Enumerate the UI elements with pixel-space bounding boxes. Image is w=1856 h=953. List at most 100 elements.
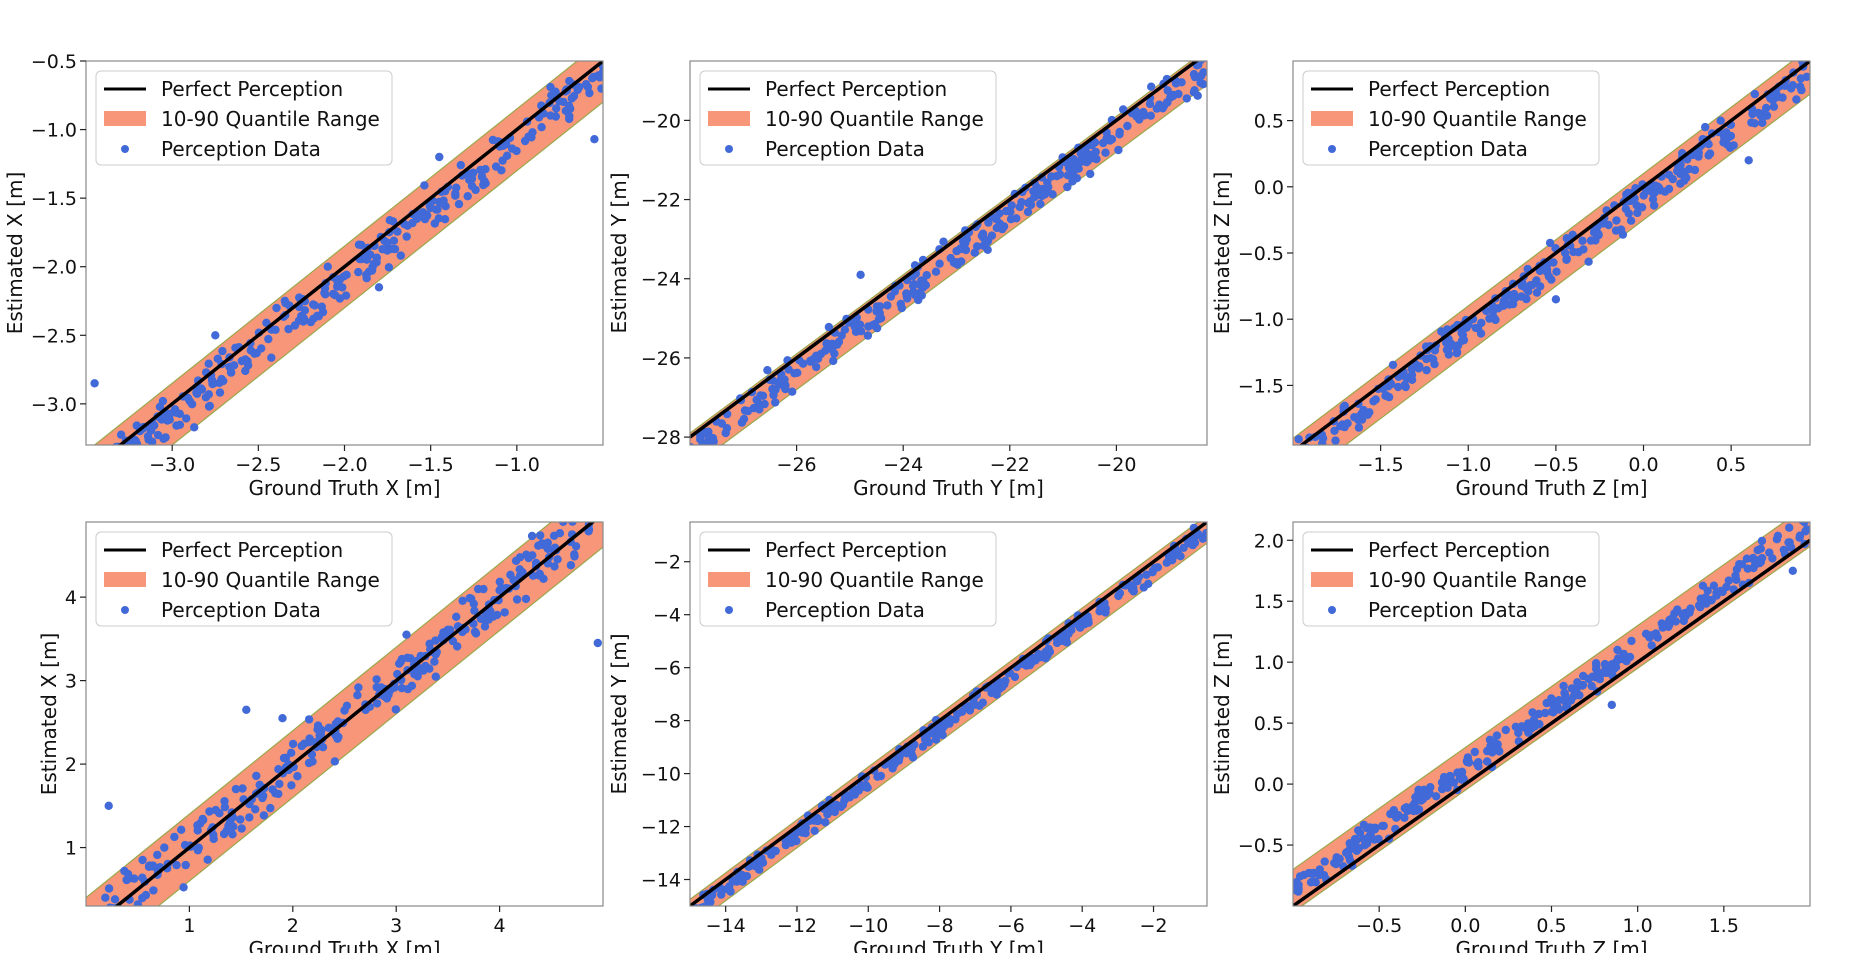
data-point (1409, 806, 1418, 816)
data-point (691, 452, 699, 460)
data-point (1407, 375, 1417, 384)
data-point (688, 908, 696, 916)
data-point (1457, 775, 1466, 784)
data-point (1338, 420, 1347, 429)
y-tick-label: −0.5 (31, 51, 77, 73)
quantile-lower-edge (717, 542, 1207, 906)
data-point (431, 672, 440, 681)
data-point (686, 912, 694, 920)
data-point (1785, 523, 1794, 532)
subplot-3: −1.5 −1.0 −0.5 0.0 0.5 −1.5 −1.0 −0.5 0.0 0.5 Grou… (1210, 60, 1811, 500)
data-point (391, 705, 400, 714)
data-point (1199, 80, 1207, 89)
data-point (1750, 119, 1759, 128)
data-point (863, 331, 873, 340)
data-point (956, 244, 965, 253)
data-point (153, 850, 162, 860)
data-point (385, 216, 394, 225)
x-tick-label: −2.0 (321, 454, 367, 476)
data-point (1012, 214, 1021, 223)
data-point (281, 299, 290, 308)
data-point (760, 399, 769, 409)
data-point (894, 756, 903, 765)
data-point (1023, 207, 1033, 217)
data-point (550, 562, 559, 571)
x-tick-label: −0.5 (1356, 915, 1402, 937)
data-point (1743, 564, 1753, 573)
data-point (1422, 366, 1431, 375)
data-point (863, 783, 872, 792)
data-point (1607, 700, 1617, 710)
data-point (1354, 415, 1363, 425)
data-point (175, 409, 184, 418)
data-point (1624, 209, 1634, 218)
data-point (1584, 257, 1593, 266)
data-point (354, 267, 363, 277)
legend-box (699, 531, 997, 627)
data-point (1114, 145, 1123, 155)
x-tick-label: 2 (287, 915, 299, 937)
data-point (470, 606, 479, 615)
data-point (1306, 878, 1316, 887)
data-point (318, 743, 328, 752)
data-point (90, 379, 99, 388)
data-point (1685, 608, 1694, 617)
data-point (196, 384, 206, 393)
data-point (320, 284, 330, 293)
legend-label-perfect: Perfect Perception (1368, 77, 1550, 101)
data-point (252, 771, 261, 781)
data-point (209, 834, 218, 844)
data-point (1773, 92, 1782, 102)
y-tick-label: 1.5 (1254, 591, 1284, 613)
data-point (219, 376, 228, 386)
data-point (100, 481, 108, 489)
data-point (182, 414, 191, 423)
data-point (266, 803, 275, 813)
data-point (919, 277, 928, 286)
data-point (1773, 531, 1783, 540)
data-point (389, 236, 399, 245)
data-point (439, 628, 448, 637)
y-axis-label: Estimated Z [m] (1210, 633, 1234, 796)
data-point (1363, 834, 1373, 843)
data-point (1750, 89, 1760, 99)
data-point (970, 248, 979, 257)
data-point (1163, 86, 1172, 95)
data-point (1101, 148, 1110, 157)
data-point (153, 430, 163, 440)
data-point (1105, 136, 1115, 145)
data-point (1762, 103, 1771, 113)
data-point (1335, 854, 1344, 863)
legend: Perfect Perception 10-90 Quantile Range Pe… (699, 531, 997, 627)
data-point (299, 314, 309, 323)
x-axis-label: Ground Truth Y [m] (853, 937, 1044, 953)
data-point (1309, 453, 1317, 461)
data-point (454, 199, 464, 209)
data-point (1690, 165, 1700, 175)
legend-label-band: 10-90 Quantile Range (161, 107, 380, 131)
data-point (575, 82, 584, 92)
x-tick-label: −12 (777, 915, 817, 937)
legend-label-perfect: Perfect Perception (1368, 538, 1550, 562)
data-point (581, 80, 591, 89)
data-point (1171, 79, 1181, 88)
data-point (721, 428, 730, 438)
y-axis-label: Estimated Z [m] (1210, 172, 1234, 335)
data-point (1348, 840, 1358, 849)
legend-box (95, 70, 393, 166)
data-point (1474, 762, 1483, 771)
data-point (179, 883, 188, 892)
data-point (1505, 300, 1514, 309)
data-point (1442, 338, 1451, 347)
data-point (1613, 654, 1623, 663)
data-point (110, 455, 118, 463)
data-point (886, 292, 896, 301)
data-point (1142, 570, 1151, 579)
data-point (875, 309, 884, 318)
data-point (1698, 581, 1708, 590)
data-point (1087, 141, 1097, 150)
data-point (238, 784, 247, 793)
legend-box (95, 531, 393, 627)
data-point (931, 267, 941, 276)
data-point (788, 387, 797, 396)
